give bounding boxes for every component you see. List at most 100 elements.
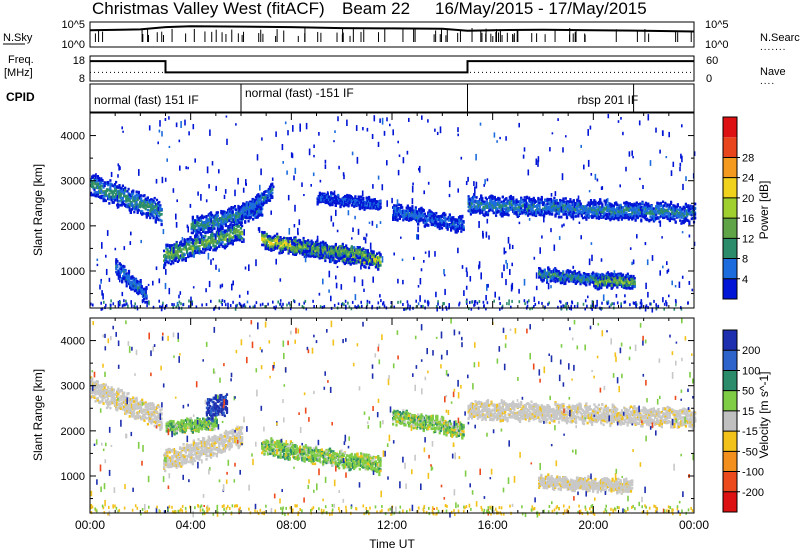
scatter-cell xyxy=(461,214,464,218)
scatter-cell xyxy=(108,202,111,205)
scatter-cell xyxy=(238,238,241,242)
scatter-cell xyxy=(192,221,196,225)
scatter-cell xyxy=(164,260,167,264)
scatter-cell xyxy=(247,213,250,217)
scatter-cell xyxy=(263,243,266,247)
freq-tick-bottom: 8 xyxy=(79,73,85,85)
scatter-cell xyxy=(184,259,187,262)
scatter-cell xyxy=(138,195,142,199)
scatter-cell xyxy=(263,237,266,241)
scatter-cell xyxy=(273,237,276,241)
scatter-cell xyxy=(246,212,249,215)
scatter-cell xyxy=(133,199,136,203)
scatter-cell xyxy=(96,183,99,187)
scatter-cell xyxy=(148,200,151,204)
scatter-cell xyxy=(177,259,181,262)
scatter-cell xyxy=(271,196,274,199)
scatter-cell xyxy=(472,200,475,204)
scatter-cell xyxy=(95,194,98,198)
scatter-cell xyxy=(236,230,239,234)
scatter-cell xyxy=(203,251,206,254)
scatter-cell xyxy=(268,187,272,190)
scatter-cell xyxy=(179,256,182,260)
scatter-cell xyxy=(118,191,121,194)
scatter-cell xyxy=(149,202,152,205)
scatter-cell xyxy=(460,230,463,233)
scatter-cell xyxy=(264,198,267,202)
scatter-cell xyxy=(256,195,259,199)
scatter-cell xyxy=(171,251,174,255)
scatter-cell xyxy=(196,215,199,218)
scatter-cell xyxy=(165,257,168,261)
scatter-cell xyxy=(196,222,199,226)
scatter-cell xyxy=(231,231,234,235)
scatter-cell xyxy=(214,214,217,217)
scatter-cell xyxy=(308,241,311,244)
scatter-cell xyxy=(206,222,209,226)
scatter-cell xyxy=(269,237,272,241)
scatter-cell xyxy=(116,190,119,193)
scatter-cell xyxy=(349,262,352,266)
scatter-cell xyxy=(206,246,209,250)
scatter-cell xyxy=(188,253,191,256)
scatter-cell xyxy=(190,247,193,251)
scatter-cell xyxy=(257,206,260,210)
scatter-cell xyxy=(182,255,185,259)
scatter-cell xyxy=(281,243,284,246)
scatter-cell xyxy=(354,195,357,198)
scatter-cell xyxy=(266,245,270,249)
scatter-cell xyxy=(353,205,356,208)
scatter-cell xyxy=(226,244,229,248)
scatter-cell xyxy=(181,243,184,246)
scatter-cell xyxy=(277,240,280,244)
scatter-cell xyxy=(250,209,253,213)
scatter-cell xyxy=(150,203,153,207)
scatter-cell xyxy=(244,212,247,216)
scatter-cell xyxy=(113,186,117,189)
scatter-cell xyxy=(205,215,208,218)
scatter-cell xyxy=(229,226,232,230)
scatter-cell xyxy=(113,183,117,186)
scatter-cell xyxy=(229,241,232,245)
scatter-cell xyxy=(520,201,523,204)
scatter-cell xyxy=(242,202,245,206)
scatter-cell xyxy=(270,241,273,245)
scatter-cell xyxy=(355,261,358,264)
scatter-cell xyxy=(211,240,214,243)
scatter-cell xyxy=(96,192,99,196)
scatter-cell xyxy=(211,213,214,217)
scatter-cell xyxy=(220,217,223,221)
scatter-cell xyxy=(485,198,488,201)
scatter-cell xyxy=(130,204,134,208)
scatter-cell xyxy=(223,213,226,217)
scatter-cell xyxy=(207,228,210,232)
scatter-cell xyxy=(392,218,395,221)
scatter-cell xyxy=(119,194,122,198)
scatter-cell xyxy=(562,197,565,200)
scatter-cell xyxy=(92,193,95,197)
scatter-cell xyxy=(271,245,274,248)
scatter-cell xyxy=(128,199,131,202)
scatter-cell xyxy=(287,249,290,253)
scatter-cell xyxy=(430,219,433,223)
scatter-cell xyxy=(120,202,123,205)
scatter-cell xyxy=(476,209,479,213)
scatter-cell xyxy=(288,240,291,243)
scatter-cell xyxy=(239,210,242,214)
scatter-cell xyxy=(248,216,251,219)
scatter-cell xyxy=(222,236,225,239)
scatter-cell xyxy=(345,245,348,249)
scatter-cell xyxy=(150,212,153,216)
scatter-cell xyxy=(194,251,197,255)
scatter-cell xyxy=(200,234,203,238)
scatter-cell xyxy=(264,190,267,193)
scatter-cell xyxy=(245,201,248,204)
scatter-cell xyxy=(202,230,205,234)
scatter-cell xyxy=(171,260,174,263)
scatter-cell xyxy=(195,238,198,242)
scatter-cell xyxy=(557,215,561,219)
scatter-cell xyxy=(400,203,403,207)
scatter-cell xyxy=(159,204,162,207)
scatter-cell xyxy=(236,238,239,241)
scatter-cell xyxy=(269,235,272,238)
